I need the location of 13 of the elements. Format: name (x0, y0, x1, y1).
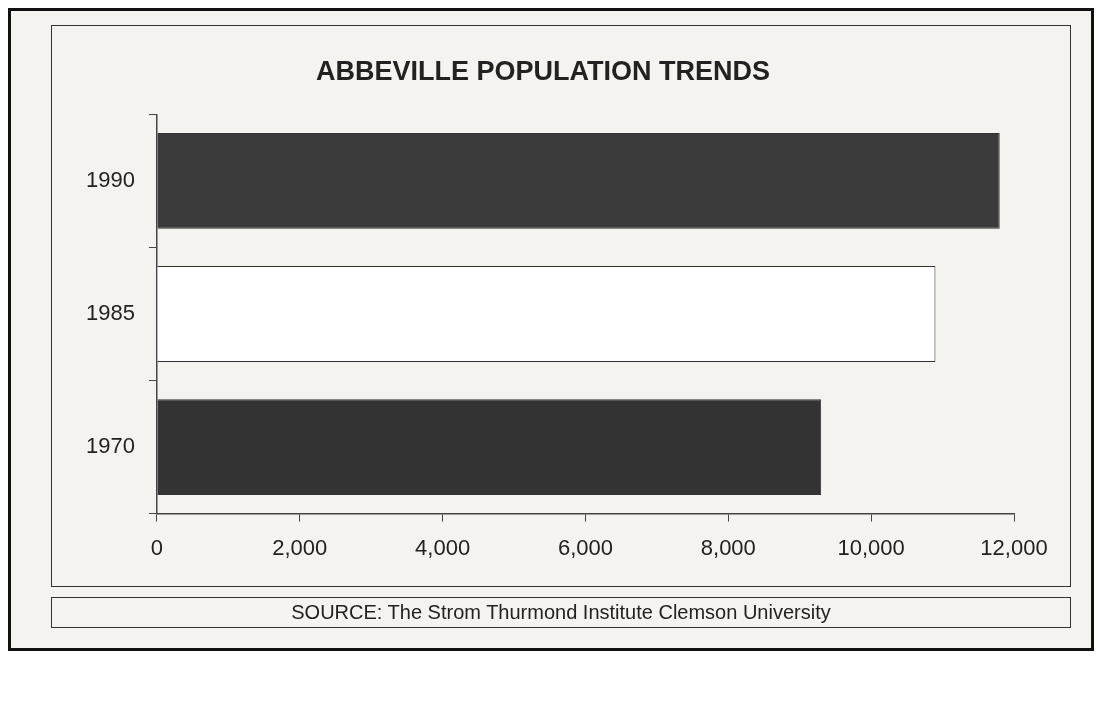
x-tick-label: 0 (150, 534, 164, 560)
chart-title: ABBEVILLE POPULATION TRENDS (315, 55, 771, 86)
y-tick-label: 1990 (85, 167, 135, 192)
bar (157, 399, 822, 495)
x-tick-label: 12,000 (980, 534, 1048, 560)
y-tick-label: 1970 (85, 433, 135, 459)
x-tick-label: 4,000 (415, 534, 471, 560)
x-tick-label: 6,000 (557, 534, 613, 560)
source-note: SOURCE: The Strom Thurmond Institute Clemson University (51, 597, 1071, 628)
y-tick-label: 1985 (85, 300, 135, 326)
x-tick-label: 8,000 (700, 534, 756, 560)
x-tick-label: 10,000 (837, 534, 905, 560)
x-tick-label: 2,000 (272, 534, 328, 560)
